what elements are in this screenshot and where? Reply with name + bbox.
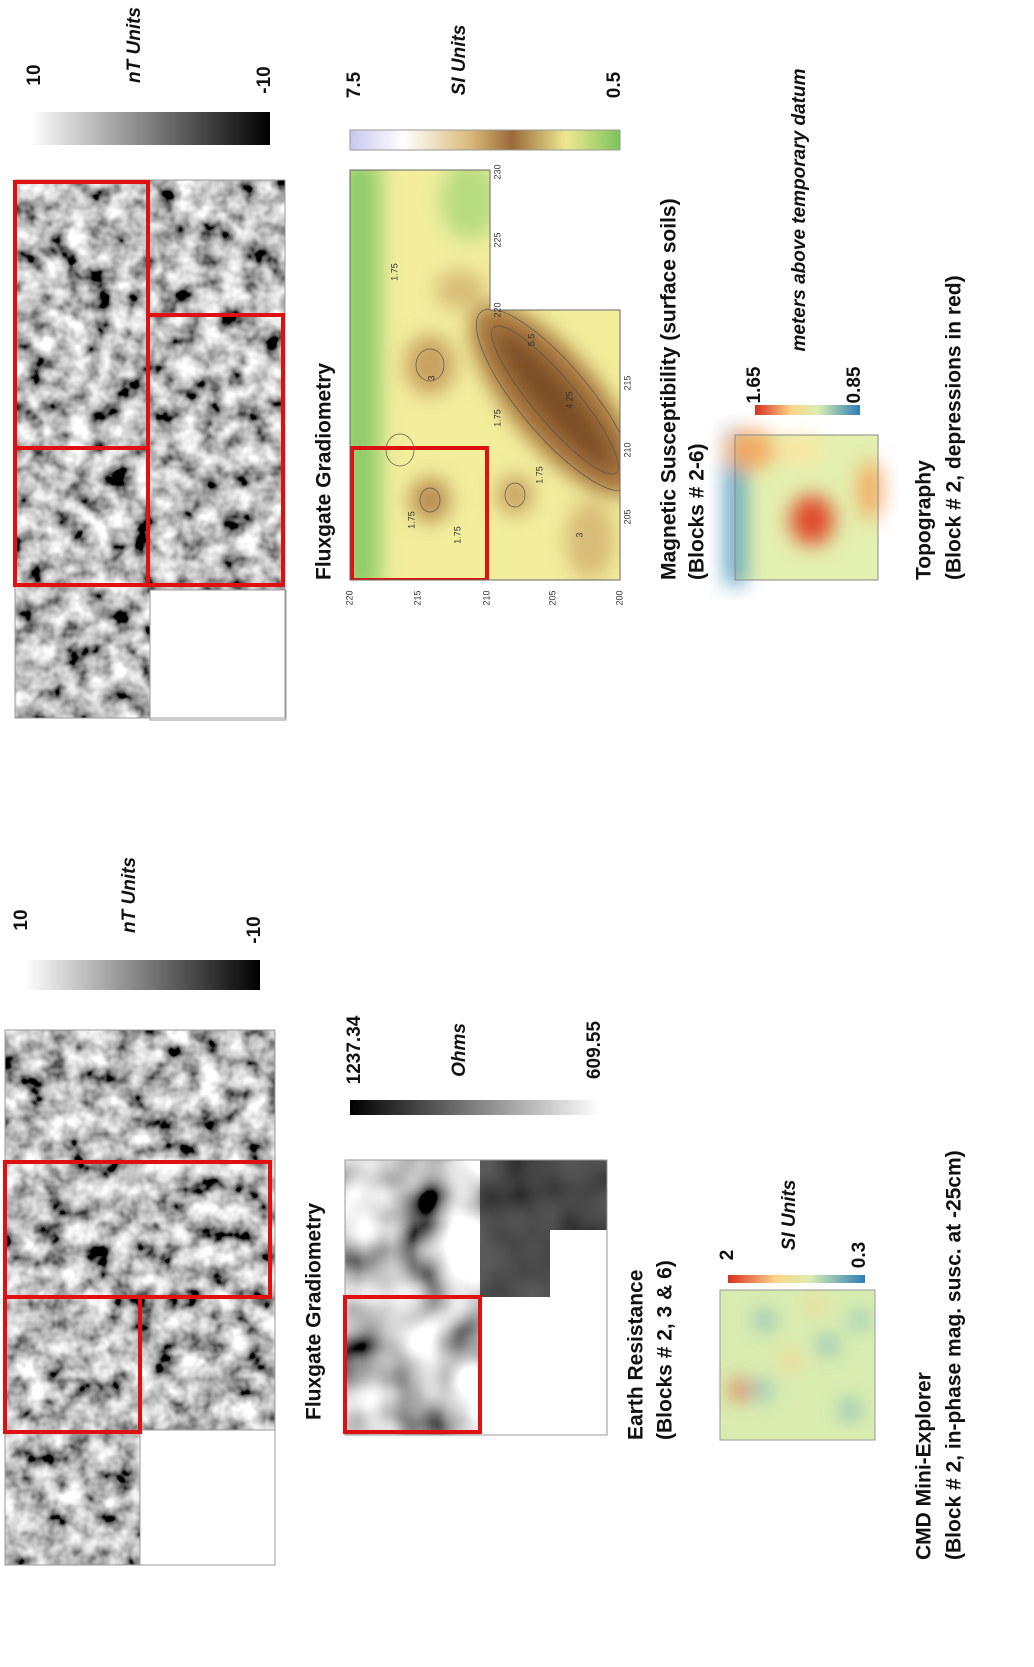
scale-bar: [755, 405, 860, 415]
panel-label: Fluxgate Gradiometry: [303, 1203, 326, 1420]
scale-max: 1.65: [744, 366, 765, 403]
panel-title: Magnetic Susceptibility (surface soils): [658, 198, 681, 580]
panel-subtitle: (Blocks # 2-6): [686, 443, 709, 580]
panel-subtitle: (Blocks # 2, 3 & 6): [654, 1260, 677, 1440]
axis-tick-label: 205: [547, 590, 557, 605]
scale-min: 0.5: [604, 71, 625, 98]
scale-min: 0.85: [844, 366, 865, 403]
scale-bar: [350, 130, 620, 150]
axis-tick-label: 215: [622, 375, 632, 390]
scale-min: -10: [254, 66, 275, 93]
panel-subtitle: (Block # 2, depressions in red): [943, 275, 966, 580]
contour-label: 1.75: [534, 466, 544, 484]
axis-tick-label: 215: [412, 590, 422, 605]
axis-tick-label: 210: [622, 442, 632, 457]
figure: 10 nT Units -10 Fluxgate Gradiometry 7.5…: [0, 0, 1034, 1667]
contour-map: [340, 160, 667, 590]
resistance-map: [345, 1160, 607, 1435]
panel-label: Fluxgate Gradiometry: [313, 363, 336, 580]
scale-unit: SI Units: [449, 25, 470, 96]
axis-tick-label: 230: [492, 164, 502, 179]
fluxgate-map: [5, 1030, 275, 1565]
axis-tick-label: 210: [481, 590, 491, 605]
scale-unit: SI Units: [779, 1180, 800, 1251]
contour-label: 3: [426, 375, 436, 380]
panel-title: Earth Resistance: [625, 1270, 648, 1440]
contour-label: 1.75: [492, 409, 502, 427]
contour-label: 1.75: [452, 526, 462, 544]
scale-bar: [350, 1100, 600, 1115]
contour-label: 5.5: [526, 334, 536, 347]
scale-max: 2: [717, 1250, 738, 1261]
scale-unit: nT Units: [124, 7, 145, 83]
contour-label: 3: [574, 532, 584, 537]
panel-subtitle: (Block # 2, in-phase mag. susc. at -25cm…: [943, 1150, 966, 1560]
scale-min: -10: [244, 916, 265, 943]
panel-title: Topography: [913, 460, 936, 580]
axis-tick-label: 220: [344, 590, 354, 605]
cmd-map: [720, 1290, 875, 1440]
scale-unit: Ohms: [449, 1023, 470, 1077]
scale-min: 0.3: [849, 1242, 870, 1268]
scale-unit: nT Units: [119, 857, 140, 933]
scale-max: 10: [24, 64, 45, 85]
contour-label: 1.75: [389, 263, 399, 281]
axis-tick-label: 220: [492, 302, 502, 317]
scale-max: 10: [11, 909, 32, 930]
scale-max: 7.5: [344, 71, 365, 98]
scale-bar: [25, 960, 260, 990]
scale-bar: [30, 112, 270, 145]
axis-tick-label: 200: [614, 590, 624, 605]
scale-max: 1237.34: [344, 1015, 365, 1084]
scale-min: 609.55: [584, 1021, 605, 1080]
panel-title: CMD Mini-Explorer: [913, 1372, 936, 1560]
contour-label: 4.25: [564, 391, 574, 409]
contour-label: 1.75: [406, 511, 416, 529]
scale-bar: [728, 1275, 865, 1283]
axis-tick-label: 205: [622, 509, 632, 524]
fluxgate-map: [15, 180, 286, 720]
axis-tick-label: 225: [492, 232, 502, 247]
scale-unit: meters above temporary datum: [789, 68, 810, 351]
topography-map: [725, 430, 882, 585]
